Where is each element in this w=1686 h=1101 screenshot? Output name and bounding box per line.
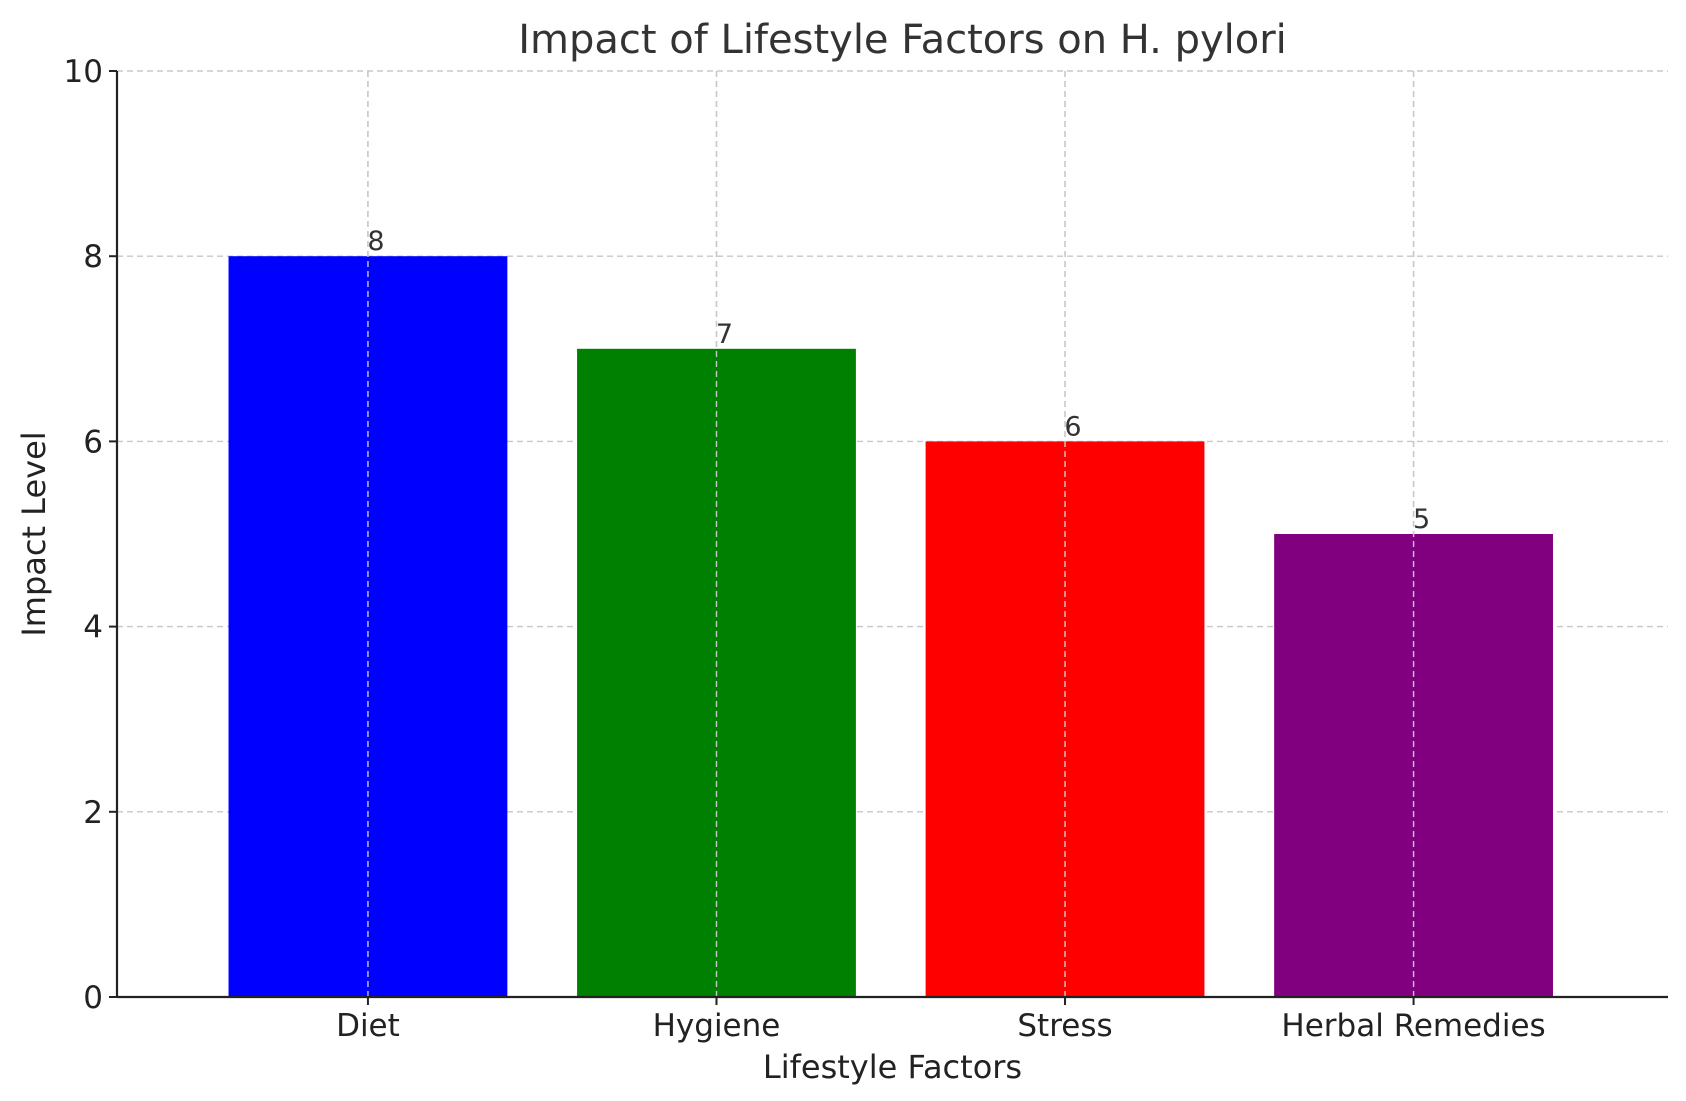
y-tick-label: 8 bbox=[83, 239, 103, 275]
y-axis-title: Impact Level bbox=[15, 431, 53, 636]
x-tick-label: Hygiene bbox=[653, 1008, 781, 1044]
bar-value-label: 8 bbox=[367, 226, 384, 257]
bar-value-label: 5 bbox=[1413, 504, 1430, 535]
x-axis-title: Lifestyle Factors bbox=[763, 1048, 1022, 1086]
bar-layer bbox=[228, 71, 1553, 997]
x-tick-label: Stress bbox=[1017, 1008, 1112, 1044]
y-tick-label: 4 bbox=[83, 610, 103, 646]
x-tick-label: Herbal Remedies bbox=[1281, 1008, 1545, 1044]
y-tick-label: 10 bbox=[64, 54, 103, 90]
y-tick-label: 2 bbox=[83, 795, 103, 831]
chart-title: Impact of Lifestyle Factors on H. pylori bbox=[518, 17, 1287, 63]
label-layer: 0 2 4 6 8 10 Diet Hygiene Stress Herbal Remedies 8… bbox=[64, 54, 1546, 1044]
y-tick-label: 6 bbox=[83, 424, 103, 460]
bar-value-label: 6 bbox=[1064, 411, 1081, 442]
tick-layer bbox=[109, 70, 1415, 1005]
axis-layer bbox=[115, 71, 1668, 999]
x-tick-label: Diet bbox=[336, 1008, 400, 1044]
y-tick-label: 0 bbox=[83, 980, 103, 1016]
bar-value-label: 7 bbox=[716, 319, 733, 350]
